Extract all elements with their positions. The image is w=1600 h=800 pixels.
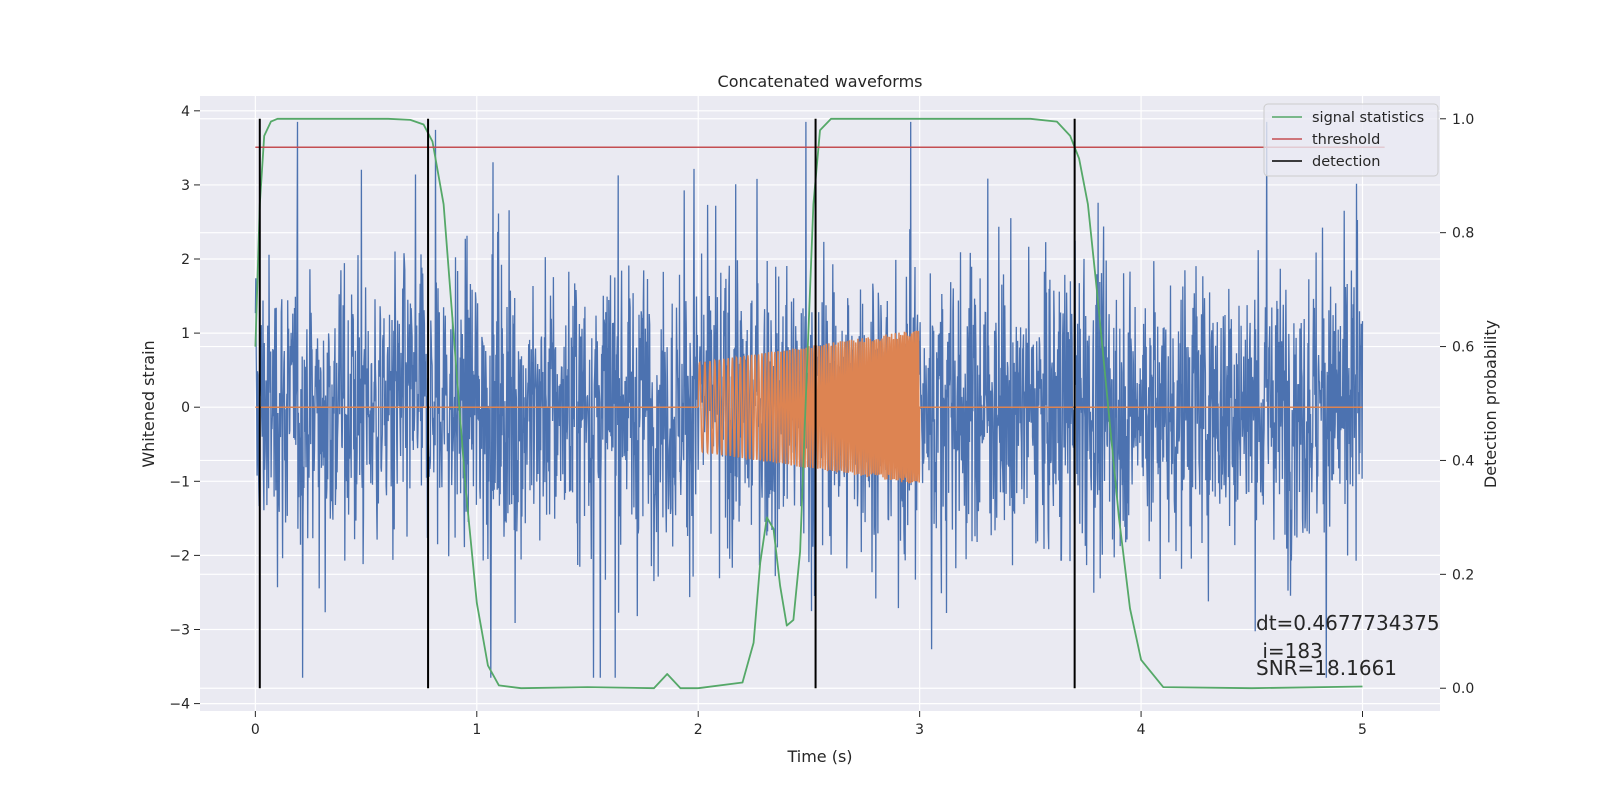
legend-label-threshold: threshold bbox=[1312, 132, 1380, 148]
y-right-tick-label: 0.2 bbox=[1452, 567, 1474, 583]
template-series bbox=[255, 330, 1363, 484]
y-tick-label: −3 bbox=[169, 622, 190, 638]
detection-series bbox=[258, 118, 1076, 689]
template-line bbox=[255, 330, 1363, 484]
x-tick-label: 0 bbox=[251, 722, 260, 738]
y-axis-right: 0.0 0.2 0.4 0.6 0.8 1.0 bbox=[1440, 112, 1474, 697]
strain-series bbox=[254, 121, 1364, 678]
y-axis-label: Whitened strain bbox=[139, 340, 158, 467]
x-tick-label: 2 bbox=[694, 722, 703, 738]
y-tick-label: 4 bbox=[181, 104, 190, 120]
annotation-snr: SNR=18.1661 bbox=[1256, 656, 1397, 680]
y-right-tick-label: 0.6 bbox=[1452, 340, 1474, 356]
y-tick-label: 0 bbox=[181, 400, 190, 416]
chart-title: Concatenated waveforms bbox=[718, 72, 923, 91]
signal-statistics-series bbox=[254, 117, 1363, 690]
y-axis-label-right: Detection probability bbox=[1481, 320, 1500, 488]
y-tick-label: 1 bbox=[181, 326, 190, 342]
y-right-tick-label: 0.0 bbox=[1452, 681, 1474, 697]
x-tick-label: 3 bbox=[915, 722, 924, 738]
y-right-tick-label: 1.0 bbox=[1452, 112, 1474, 128]
x-tick-label: 4 bbox=[1137, 722, 1146, 738]
x-tick-label: 5 bbox=[1358, 722, 1367, 738]
signal-statistics-line bbox=[254, 117, 1363, 690]
annotation-index: i=183 bbox=[1256, 639, 1323, 663]
x-axis-label: Time (s) bbox=[786, 747, 852, 766]
y-tick-label: −4 bbox=[169, 697, 190, 713]
y-tick-label: 3 bbox=[181, 178, 190, 194]
y-right-tick-label: 0.4 bbox=[1452, 453, 1474, 469]
y-tick-label: −2 bbox=[169, 548, 190, 564]
y-tick-label: 2 bbox=[181, 252, 190, 268]
legend-box bbox=[1263, 103, 1439, 177]
legend-label-signal-statistics: signal statistics bbox=[1312, 110, 1424, 126]
strain-line bbox=[254, 121, 1364, 678]
legend: signal statistics threshold detection bbox=[1263, 103, 1439, 177]
legend-label-detection: detection bbox=[1312, 154, 1380, 170]
y-right-tick-label: 0.8 bbox=[1452, 226, 1474, 242]
y-tick-label: −1 bbox=[169, 474, 190, 490]
annotation-dt: dt=0.4677734375 bbox=[1256, 611, 1440, 635]
x-axis: 0 1 2 3 4 5 bbox=[251, 711, 1367, 738]
y-axis-left: −4 −3 −2 −1 0 1 2 3 4 bbox=[169, 104, 200, 713]
x-tick-label: 1 bbox=[472, 722, 481, 738]
